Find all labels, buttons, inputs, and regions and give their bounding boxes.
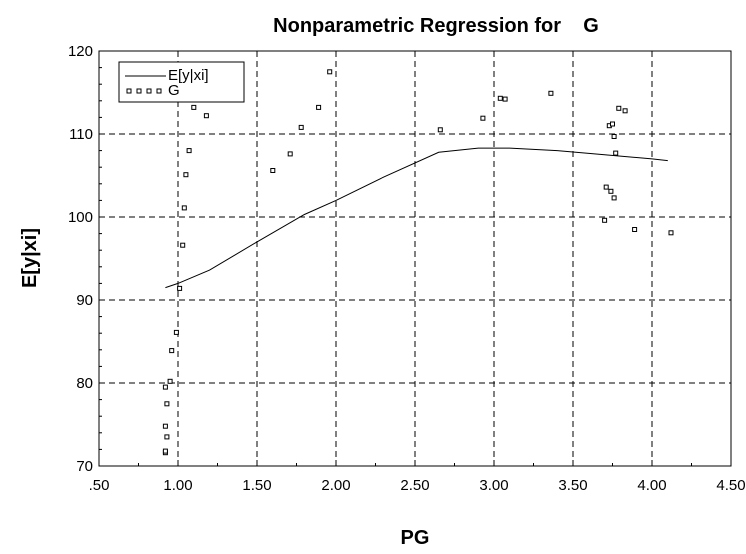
legend-point-marker: [146, 88, 152, 94]
data-point: [616, 105, 622, 111]
legend-point-marker: [156, 88, 162, 94]
x-axis-label: PG: [401, 527, 430, 549]
data-point: [632, 227, 638, 232]
data-point: [298, 124, 304, 130]
data-point: [603, 184, 609, 190]
data-point: [167, 378, 173, 384]
data-point: [611, 195, 617, 201]
x-tick-label: .50: [89, 477, 110, 494]
data-point: [181, 205, 187, 211]
x-tick-label: 2.00: [321, 477, 350, 494]
legend-label-points: G: [168, 82, 180, 99]
data-point: [177, 285, 183, 291]
grid-lines: [99, 51, 731, 466]
data-point: [610, 121, 615, 127]
data-point: [162, 384, 168, 390]
legend-point-marker: [126, 88, 132, 94]
data-point: [480, 115, 486, 121]
data-point: [613, 150, 619, 156]
data-point: [169, 348, 175, 354]
x-tick-label: 4.00: [637, 477, 666, 494]
data-point: [162, 448, 168, 454]
data-point: [186, 148, 192, 154]
data-point: [497, 95, 503, 101]
y-tick-label: 100: [68, 209, 93, 226]
data-point: [270, 168, 276, 173]
scatter-points: [162, 69, 674, 456]
x-tick-label: 3.50: [558, 477, 587, 494]
data-point: [316, 104, 322, 110]
regression-line: [165, 147, 668, 289]
y-tick-label: 80: [76, 375, 93, 392]
data-point: [164, 434, 170, 440]
data-point: [502, 96, 508, 102]
y-tick-labels: 70 80 90 100 110 120: [68, 43, 93, 475]
x-tick-labels: .50 1.00 1.50 2.00 2.50 3.00 3.50 4.00 4.50: [89, 477, 746, 494]
data-point: [608, 188, 614, 194]
y-tick-label: 120: [68, 43, 93, 60]
data-point: [287, 151, 293, 157]
data-point: [602, 217, 608, 223]
data-point: [164, 401, 170, 407]
data-point: [622, 108, 628, 114]
legend-box: [118, 61, 245, 103]
data-point: [668, 230, 674, 236]
data-point: [327, 69, 333, 75]
y-tick-label: 70: [76, 458, 93, 475]
axis-ticks: [98, 50, 732, 467]
data-point: [203, 113, 209, 119]
legend-label-line: E[y|xi]: [168, 67, 209, 84]
data-point: [611, 134, 617, 139]
data-point: [183, 172, 189, 178]
x-tick-label: 4.50: [716, 477, 745, 494]
y-axis-label: E[y|xi]: [19, 228, 41, 288]
data-point: [173, 329, 179, 335]
legend-marker-swatch: [126, 88, 162, 94]
legend-point-marker: [136, 88, 142, 94]
x-tick-label: 1.00: [163, 477, 192, 494]
legend: E[y|xi] G: [118, 61, 245, 103]
y-tick-label: 90: [76, 292, 93, 309]
data-point: [162, 423, 168, 429]
data-point: [180, 242, 186, 248]
x-tick-label: 2.50: [400, 477, 429, 494]
data-point: [191, 104, 197, 110]
data-point: [548, 90, 554, 96]
y-tick-label: 110: [69, 126, 93, 143]
x-tick-label: 1.50: [242, 477, 271, 494]
x-tick-label: 3.00: [479, 477, 508, 494]
data-point: [437, 127, 443, 133]
chart-title: Nonparametric Regression for G: [273, 15, 599, 37]
